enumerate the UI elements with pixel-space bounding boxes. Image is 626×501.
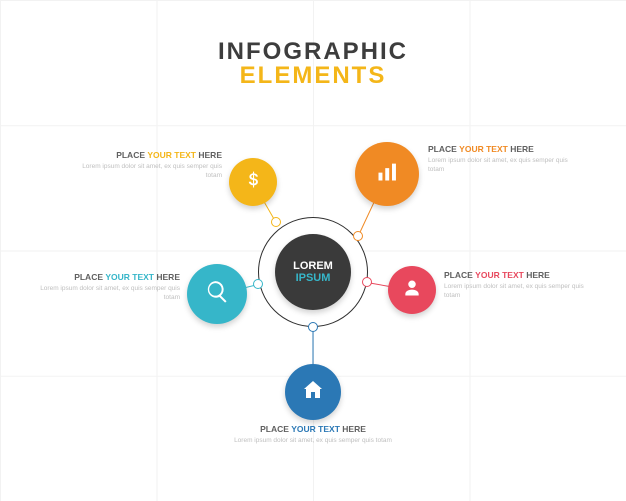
textblock-heading-chart: PLACE YOUR TEXT HERE bbox=[428, 144, 580, 154]
node-home bbox=[285, 364, 341, 420]
textblock-body-search: Lorem ipsum dolor sit amet, ex quis semp… bbox=[28, 285, 180, 303]
node-dollar bbox=[229, 158, 277, 206]
textblock-heading-dollar: PLACE YOUR TEXT HERE bbox=[74, 150, 222, 160]
home-icon bbox=[301, 378, 325, 407]
center-core: LOREMIPSUM bbox=[275, 234, 351, 310]
textblock-heading-user: PLACE YOUR TEXT HERE bbox=[444, 270, 596, 280]
textblock-heading-search: PLACE YOUR TEXT HERE bbox=[28, 272, 180, 282]
node-user bbox=[388, 266, 436, 314]
user-icon bbox=[402, 278, 422, 303]
textblock-home: PLACE YOUR TEXT HERE Lorem ipsum dolor si… bbox=[232, 424, 394, 446]
joint-search bbox=[253, 279, 263, 289]
header: INFOGRAPHIC ELEMENTS bbox=[0, 38, 626, 90]
diagram-stage: LOREMIPSUM PLACE YOUR TEXT HERE Lorem ipsu… bbox=[0, 120, 626, 480]
textblock-chart: PLACE YOUR TEXT HERE Lorem ipsum dolor si… bbox=[428, 144, 580, 175]
node-chart bbox=[355, 142, 419, 206]
center-label-1: LOREM bbox=[293, 260, 333, 272]
textblock-user: PLACE YOUR TEXT HERE Lorem ipsum dolor si… bbox=[444, 270, 596, 301]
dollar-icon bbox=[243, 170, 263, 195]
textblock-dollar: PLACE YOUR TEXT HERE Lorem ipsum dolor si… bbox=[74, 150, 222, 181]
joint-chart bbox=[353, 231, 363, 241]
joint-dollar bbox=[271, 217, 281, 227]
textblock-body-dollar: Lorem ipsum dolor sit amet, ex quis semp… bbox=[74, 163, 222, 181]
search-icon bbox=[205, 279, 230, 309]
title-line-2: ELEMENTS bbox=[0, 62, 626, 90]
textblock-body-chart: Lorem ipsum dolor sit amet, ex quis semp… bbox=[428, 157, 580, 175]
textblock-body-home: Lorem ipsum dolor sit amet, ex quis semp… bbox=[232, 437, 394, 446]
node-search bbox=[187, 264, 247, 324]
joint-user bbox=[362, 277, 372, 287]
textblock-search: PLACE YOUR TEXT HERE Lorem ipsum dolor si… bbox=[28, 272, 180, 303]
bar-chart-icon bbox=[374, 158, 401, 190]
joint-home bbox=[308, 322, 318, 332]
textblock-heading-home: PLACE YOUR TEXT HERE bbox=[232, 424, 394, 434]
textblock-body-user: Lorem ipsum dolor sit amet, ex quis semp… bbox=[444, 283, 596, 301]
center-label-2: IPSUM bbox=[296, 272, 331, 284]
